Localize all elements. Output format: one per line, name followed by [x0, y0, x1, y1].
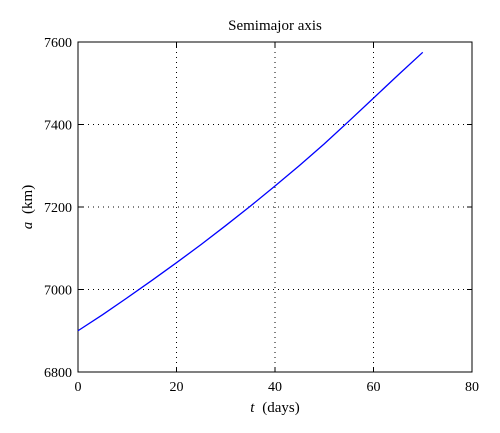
- y-tick-label: 7000: [44, 284, 72, 299]
- y-tick-label: 7600: [44, 36, 72, 51]
- axis-ticks: [77, 41, 473, 373]
- x-tick-label: 0: [75, 380, 82, 395]
- series-line: [77, 51, 424, 332]
- y-axis-label: a (km): [20, 185, 36, 229]
- y-axis-unit: (km): [20, 185, 36, 214]
- x-tick-label: 40: [268, 380, 282, 395]
- y-tick-label: 6800: [44, 366, 72, 381]
- grid-lines: [78, 42, 472, 372]
- chart-title: Semimajor axis: [228, 18, 322, 34]
- y-tick-label: 7400: [44, 119, 72, 134]
- x-axis-label: t (days): [250, 400, 299, 416]
- y-tick-label: 7200: [44, 201, 72, 216]
- x-tick-label: 20: [170, 380, 184, 395]
- x-axis-symbol: t: [250, 400, 255, 416]
- x-tick-labels: 0 20 40 60 80: [75, 380, 480, 395]
- x-tick-label: 60: [367, 380, 381, 395]
- y-tick-labels: 6800 7000 7200 7400 7600: [44, 36, 72, 381]
- y-axis-symbol: a: [20, 222, 36, 230]
- x-tick-label: 80: [465, 380, 479, 395]
- x-axis-unit: (days): [262, 400, 300, 416]
